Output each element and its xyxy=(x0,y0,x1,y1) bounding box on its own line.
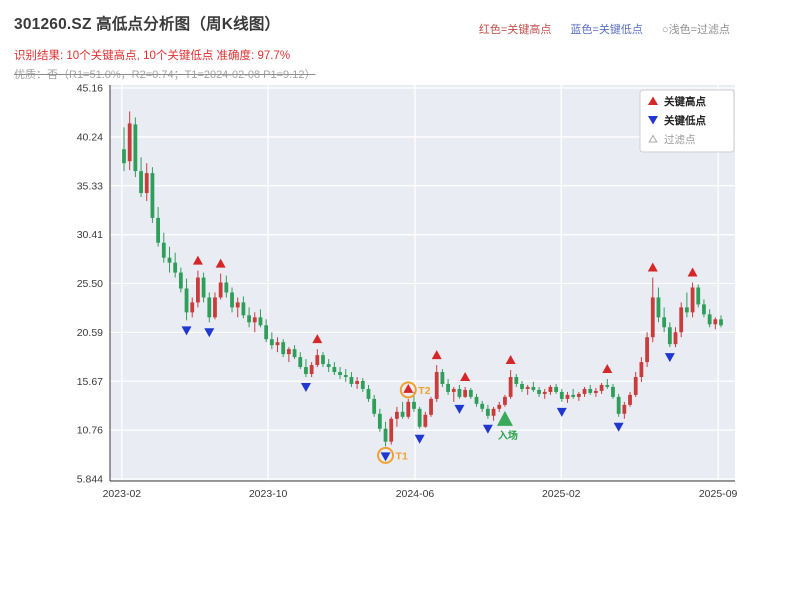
svg-text:15.67: 15.67 xyxy=(77,376,103,388)
svg-text:2025-02: 2025-02 xyxy=(542,488,581,500)
page-title: 301260.SZ 高低点分析图（周K线图） xyxy=(14,16,281,33)
svg-text:10.76: 10.76 xyxy=(77,425,103,437)
svg-text:关键高点: 关键高点 xyxy=(664,95,706,108)
svg-text:过滤点: 过滤点 xyxy=(664,133,696,146)
axis-spines xyxy=(109,85,735,482)
svg-text:2023-10: 2023-10 xyxy=(249,488,288,500)
svg-text:40.24: 40.24 xyxy=(77,131,103,143)
svg-text:入场: 入场 xyxy=(498,429,518,442)
legend-keyhigh-label: 红色=关键高点 xyxy=(478,24,552,36)
quality-line: 优质：否（R1=51.0%，R2=0.74；T1=2024-02-08 P1=9… xyxy=(14,69,316,81)
key-high-markers xyxy=(192,255,698,393)
candlestick-series xyxy=(122,111,723,447)
svg-text:20.59: 20.59 xyxy=(77,327,103,339)
color-legend: 红色=关键高点 蓝色=关键低点 ○浅色=过滤点 xyxy=(463,21,730,37)
svg-text:关键低点: 关键低点 xyxy=(664,114,706,127)
svg-text:2025-09: 2025-09 xyxy=(699,488,738,500)
annotation-t1: T1 xyxy=(377,446,408,464)
svg-text:35.33: 35.33 xyxy=(77,180,103,192)
svg-text:5.844: 5.844 xyxy=(77,474,103,486)
recognition-result: 识别结果: 10个关键高点, 10个关键低点 准确度: 97.7% xyxy=(14,50,291,62)
svg-text:T2: T2 xyxy=(418,385,430,397)
entry-marker: 入场 xyxy=(496,410,518,442)
svg-text:45.16: 45.16 xyxy=(77,83,103,95)
svg-text:2024-06: 2024-06 xyxy=(396,488,435,500)
axis-labels: 45.16 40.24 35.33 30.41 25.50 20.59 15.67 10.76… xyxy=(77,83,738,501)
svg-text:25.50: 25.50 xyxy=(77,278,103,290)
svg-text:30.41: 30.41 xyxy=(77,229,103,241)
svg-text:T1: T1 xyxy=(396,450,408,462)
legend-filtered-label: ○浅色=过滤点 xyxy=(661,24,730,36)
annotation-t2: T2 xyxy=(399,381,431,399)
svg-text:2023-02: 2023-02 xyxy=(103,488,142,500)
legend-keylow-label: 蓝色=关键低点 xyxy=(570,24,643,36)
key-low-markers xyxy=(181,326,675,462)
